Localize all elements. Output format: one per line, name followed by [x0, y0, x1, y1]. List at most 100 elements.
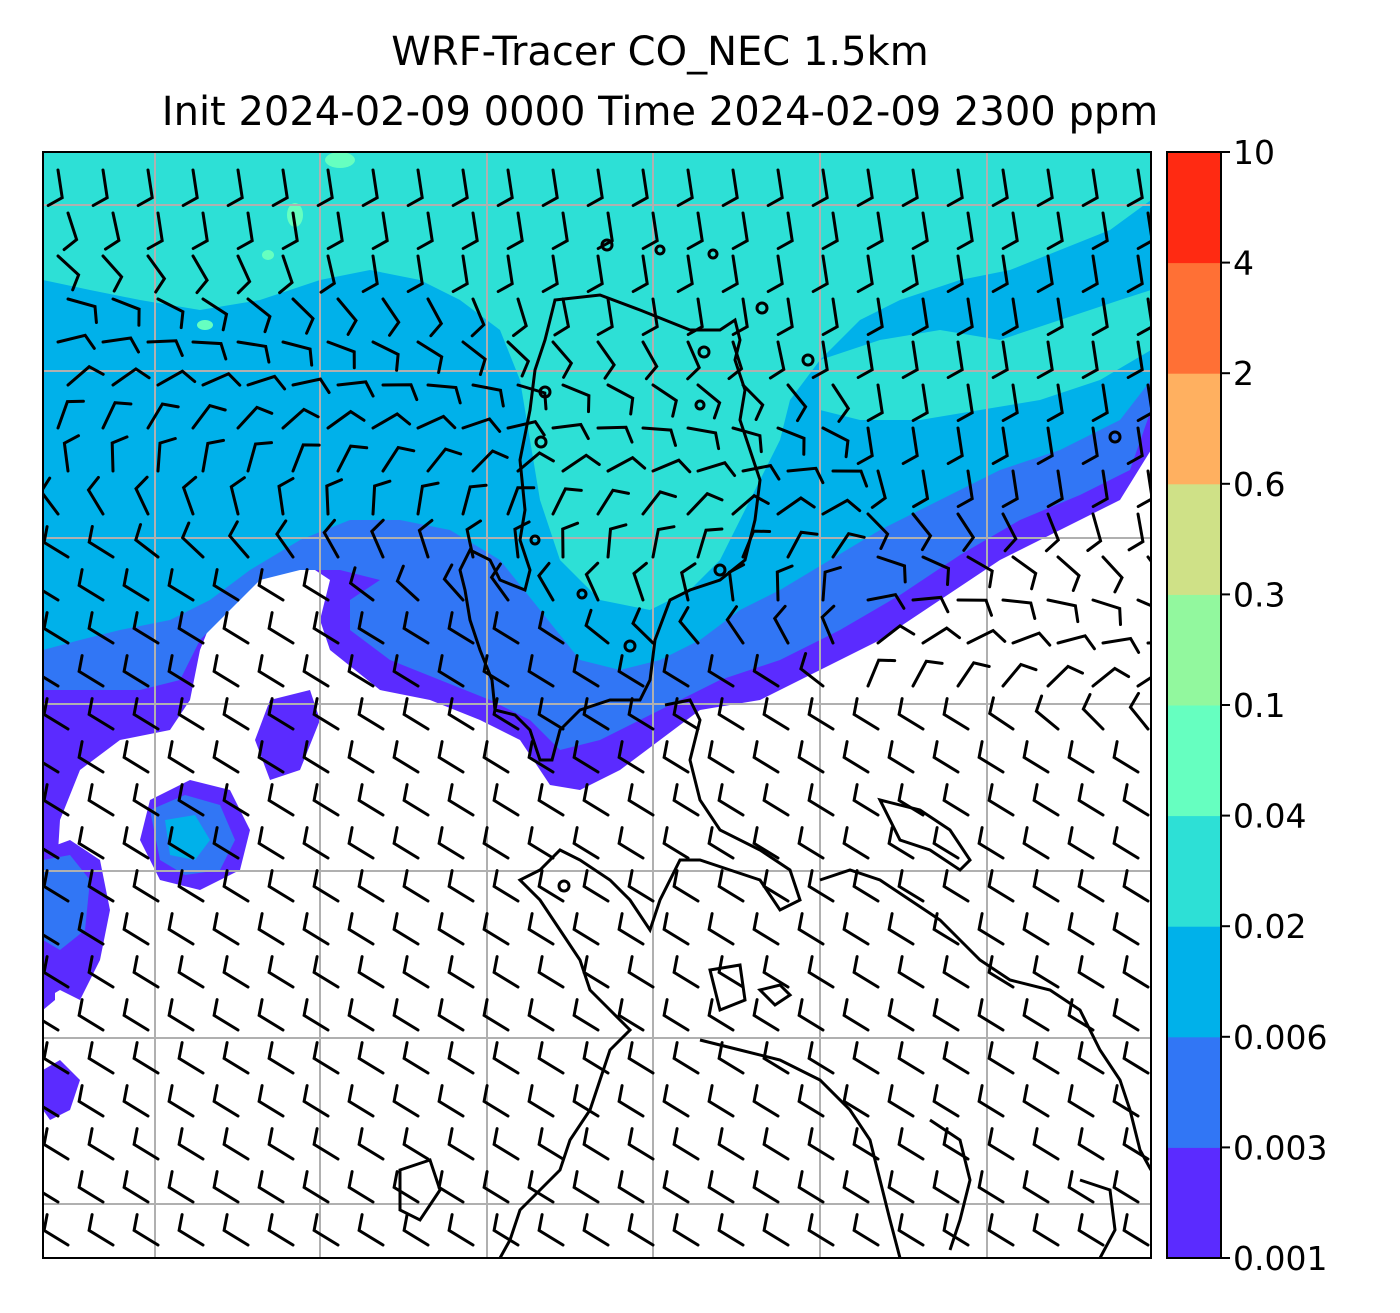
- wind-barb: [471, 383, 505, 408]
- wind-barb: [87, 955, 115, 989]
- wind-barb: [177, 611, 205, 645]
- colorbar-segment: [1167, 926, 1221, 1038]
- wind-barb: [596, 297, 614, 336]
- wind-barb: [1122, 869, 1150, 903]
- wind-barb: [1122, 1041, 1150, 1075]
- wind-barb: [451, 254, 469, 293]
- wind-barb: [852, 1041, 880, 1075]
- wind-barb: [821, 566, 842, 602]
- wind-barb: [842, 912, 870, 946]
- wind-barb: [347, 1084, 375, 1118]
- wind-barb: [797, 1084, 825, 1118]
- wind-barb: [1022, 740, 1050, 774]
- map-title-line-1: WRF-Tracer CO_NEC 1.5km: [391, 29, 929, 75]
- wind-barb: [447, 611, 475, 645]
- wind-barb: [122, 1084, 150, 1118]
- wind-barb: [572, 654, 600, 688]
- wind-barb: [662, 912, 690, 946]
- wind-barb: [146, 402, 180, 430]
- colorbar-segment: [1167, 152, 1221, 264]
- wind-barb: [402, 783, 430, 817]
- wind-barb: [582, 697, 610, 731]
- wind-barb: [222, 611, 250, 645]
- wind-barb: [271, 168, 289, 207]
- wind-barb: [852, 783, 880, 817]
- wind-barb: [1046, 598, 1080, 624]
- wind-barb: [447, 783, 475, 817]
- colorbar-segment: [1167, 705, 1221, 817]
- wind-barb: [1036, 426, 1054, 465]
- wind-barb: [887, 826, 915, 860]
- wind-barb: [672, 1213, 700, 1247]
- wind-barb: [132, 783, 160, 817]
- wind-barb: [776, 211, 794, 250]
- wind-barb: [461, 340, 487, 376]
- wind-barb: [392, 654, 420, 688]
- wind-barb: [627, 955, 655, 989]
- wind-barb: [1067, 912, 1095, 946]
- wind-barb: [752, 826, 780, 860]
- wind-barb: [641, 490, 677, 516]
- wind-barb: [87, 1127, 115, 1161]
- wind-barb: [617, 912, 645, 946]
- wind-barb: [662, 998, 690, 1032]
- wind-barb: [662, 1084, 690, 1118]
- wind-barb: [513, 520, 531, 559]
- wind-barb: [586, 254, 604, 293]
- wind-barb: [201, 438, 225, 473]
- wind-barb: [776, 297, 794, 336]
- wind-barb: [43, 1019, 60, 1032]
- wind-barb: [177, 1127, 205, 1161]
- wind-barb: [212, 998, 240, 1032]
- tracer-speck: [325, 152, 355, 168]
- wind-barb: [267, 783, 295, 817]
- wind-barb: [357, 1213, 385, 1247]
- wind-barb: [921, 555, 951, 586]
- wind-barb: [122, 912, 150, 946]
- wind-barb: [275, 519, 295, 559]
- wind-barb: [1112, 1170, 1140, 1204]
- wind-barb: [672, 869, 700, 903]
- wind-barb: [395, 564, 420, 602]
- wind-barb: [686, 426, 721, 451]
- wind-barb: [1091, 211, 1109, 250]
- wind-barb: [561, 453, 601, 473]
- colorbar-tick-label: 4: [1233, 244, 1254, 283]
- wind-barb: [727, 340, 744, 381]
- wind-barb: [662, 1170, 690, 1204]
- wind-barb: [492, 955, 520, 989]
- wind-barb: [302, 1170, 330, 1204]
- colorbar-segment: [1167, 373, 1221, 485]
- wind-barb: [596, 211, 614, 250]
- wind-barb: [1126, 426, 1144, 465]
- wind-barb: [831, 532, 866, 559]
- wind-barb: [1112, 912, 1140, 946]
- wind-barb: [752, 998, 780, 1032]
- wind-barb: [302, 998, 330, 1032]
- wind-barb: [1101, 555, 1124, 594]
- wind-barb: [572, 1084, 600, 1118]
- wind-barb: [942, 783, 970, 817]
- wind-barb: [897, 955, 925, 989]
- wind-barb: [506, 420, 546, 437]
- wind-barb: [1032, 783, 1060, 817]
- wind-barb: [167, 740, 195, 774]
- wind-barb: [932, 826, 960, 860]
- wind-barb: [717, 1213, 745, 1247]
- wind-barb: [371, 340, 400, 372]
- wind-barb: [842, 826, 870, 860]
- wind-barb: [680, 562, 697, 602]
- wind-barb: [870, 469, 887, 509]
- wind-barb: [541, 254, 559, 293]
- wind-barb: [482, 826, 510, 860]
- wind-barb: [582, 869, 610, 903]
- wind-barb: [402, 1127, 430, 1161]
- wind-barb: [651, 383, 678, 418]
- wind-barb: [932, 912, 960, 946]
- wind-barb: [291, 443, 321, 473]
- wind-barb: [492, 869, 520, 903]
- wind-barb: [775, 564, 794, 602]
- wind-barb: [527, 998, 555, 1032]
- wind-barb: [651, 458, 692, 474]
- wind-barb: [277, 477, 295, 516]
